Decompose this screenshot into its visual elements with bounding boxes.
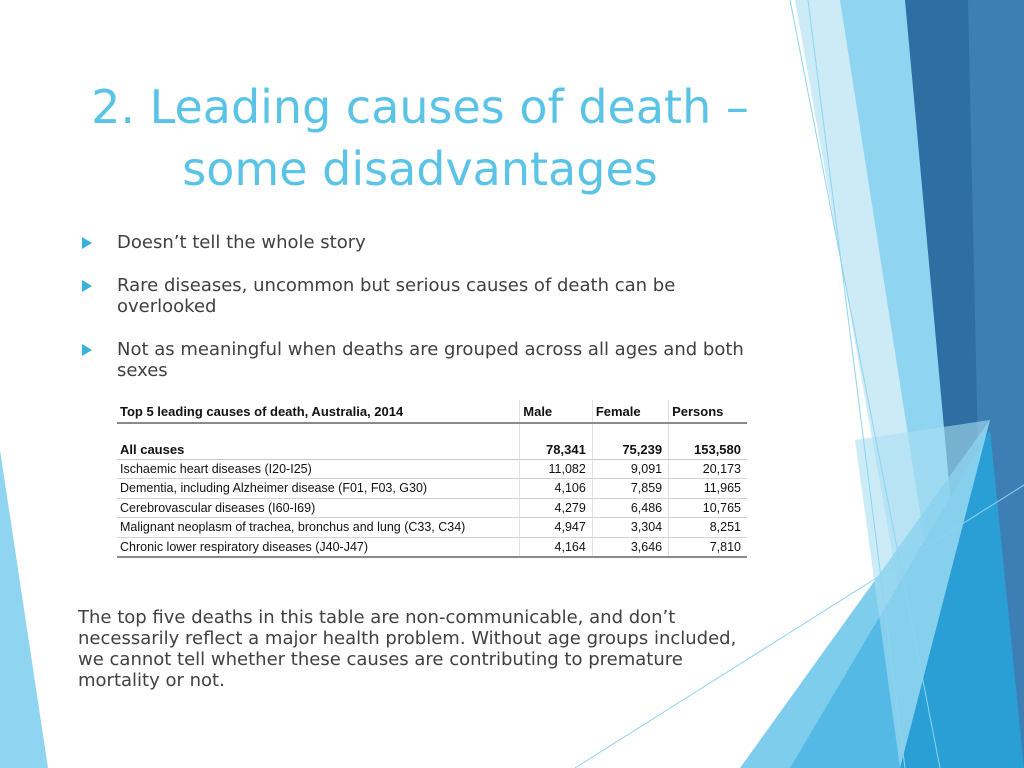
- explanation-paragraph: The top five deaths in this table are no…: [78, 607, 737, 691]
- row-label: All causes: [117, 440, 520, 460]
- title-line-1: 2. Leading causes of death –: [91, 80, 749, 134]
- table-row: Chronic lower respiratory diseases (J40-…: [117, 537, 747, 558]
- table-row-all-causes: All causes 78,341 75,239 153,580: [117, 440, 747, 460]
- row-label: Cerebrovascular diseases (I60-I69): [117, 498, 520, 518]
- bullet-text: Not as meaningful when deaths are groupe…: [117, 339, 744, 381]
- table-row: Cerebrovascular diseases (I60-I69) 4,279…: [117, 498, 747, 518]
- cell-male: 11,082: [519, 459, 593, 479]
- accent-line-3: [574, 484, 1024, 768]
- cell-persons: 11,965: [668, 478, 747, 499]
- title-line-2: some disadvantages: [182, 142, 658, 196]
- table-header-row: Top 5 leading causes of death, Australia…: [117, 400, 747, 424]
- header-female: Female: [591, 400, 669, 424]
- cell-persons: 153,580: [668, 440, 747, 460]
- cell-female: 3,646: [591, 537, 669, 558]
- bullet-list: Doesn’t tell the whole story Rare diseas…: [78, 232, 758, 403]
- bullet-text: Rare diseases, uncommon but serious caus…: [117, 275, 676, 317]
- row-label: Chronic lower respiratory diseases (J40-…: [117, 537, 520, 558]
- cell-persons: 7,810: [668, 537, 747, 558]
- cell-persons: 20,173: [668, 459, 747, 479]
- cell-male: 4,164: [519, 537, 593, 558]
- bullet-item: Doesn’t tell the whole story: [78, 232, 758, 253]
- table-title: Top 5 leading causes of death, Australia…: [117, 400, 520, 424]
- triangle-bullet-icon: [82, 237, 92, 249]
- header-male: Male: [519, 400, 593, 424]
- left-accent-shape: [0, 450, 48, 768]
- cell-persons: 8,251: [668, 517, 747, 538]
- header-persons: Persons: [668, 400, 747, 424]
- cell-female: 9,091: [591, 459, 669, 479]
- cell-female: 6,486: [591, 498, 669, 518]
- bullet-item: Rare diseases, uncommon but serious caus…: [78, 275, 758, 317]
- triangle-bullet-icon: [82, 280, 92, 292]
- table-spacer-row: [117, 423, 747, 440]
- row-label: Ischaemic heart diseases (I20-I25): [117, 459, 520, 479]
- slide-title: 2. Leading causes of death – some disadv…: [70, 76, 770, 200]
- cell-male: 4,106: [519, 478, 593, 499]
- cell-male: 4,279: [519, 498, 593, 518]
- causes-of-death-table: Top 5 leading causes of death, Australia…: [117, 400, 747, 558]
- cell-female: 3,304: [591, 517, 669, 538]
- cell-persons: 10,765: [668, 498, 747, 518]
- bullet-text: Doesn’t tell the whole story: [117, 232, 366, 253]
- table-row: Malignant neoplasm of trachea, bronchus …: [117, 517, 747, 538]
- table-row: Dementia, including Alzheimer disease (F…: [117, 478, 747, 499]
- accent-line-2: [807, 0, 906, 768]
- causes-of-death-table-image: Top 5 leading causes of death, Australia…: [117, 400, 747, 560]
- cell-female: 7,859: [591, 478, 669, 499]
- triangle-bullet-icon: [82, 344, 92, 356]
- row-label: Malignant neoplasm of trachea, bronchus …: [117, 517, 520, 538]
- table-row: Ischaemic heart diseases (I20-I25) 11,08…: [117, 459, 747, 479]
- cell-female: 75,239: [591, 440, 669, 460]
- row-label: Dementia, including Alzheimer disease (F…: [117, 478, 520, 499]
- accent-line-1: [789, 0, 941, 768]
- cell-male: 78,341: [519, 440, 593, 460]
- bullet-item: Not as meaningful when deaths are groupe…: [78, 339, 758, 381]
- cell-male: 4,947: [519, 517, 593, 538]
